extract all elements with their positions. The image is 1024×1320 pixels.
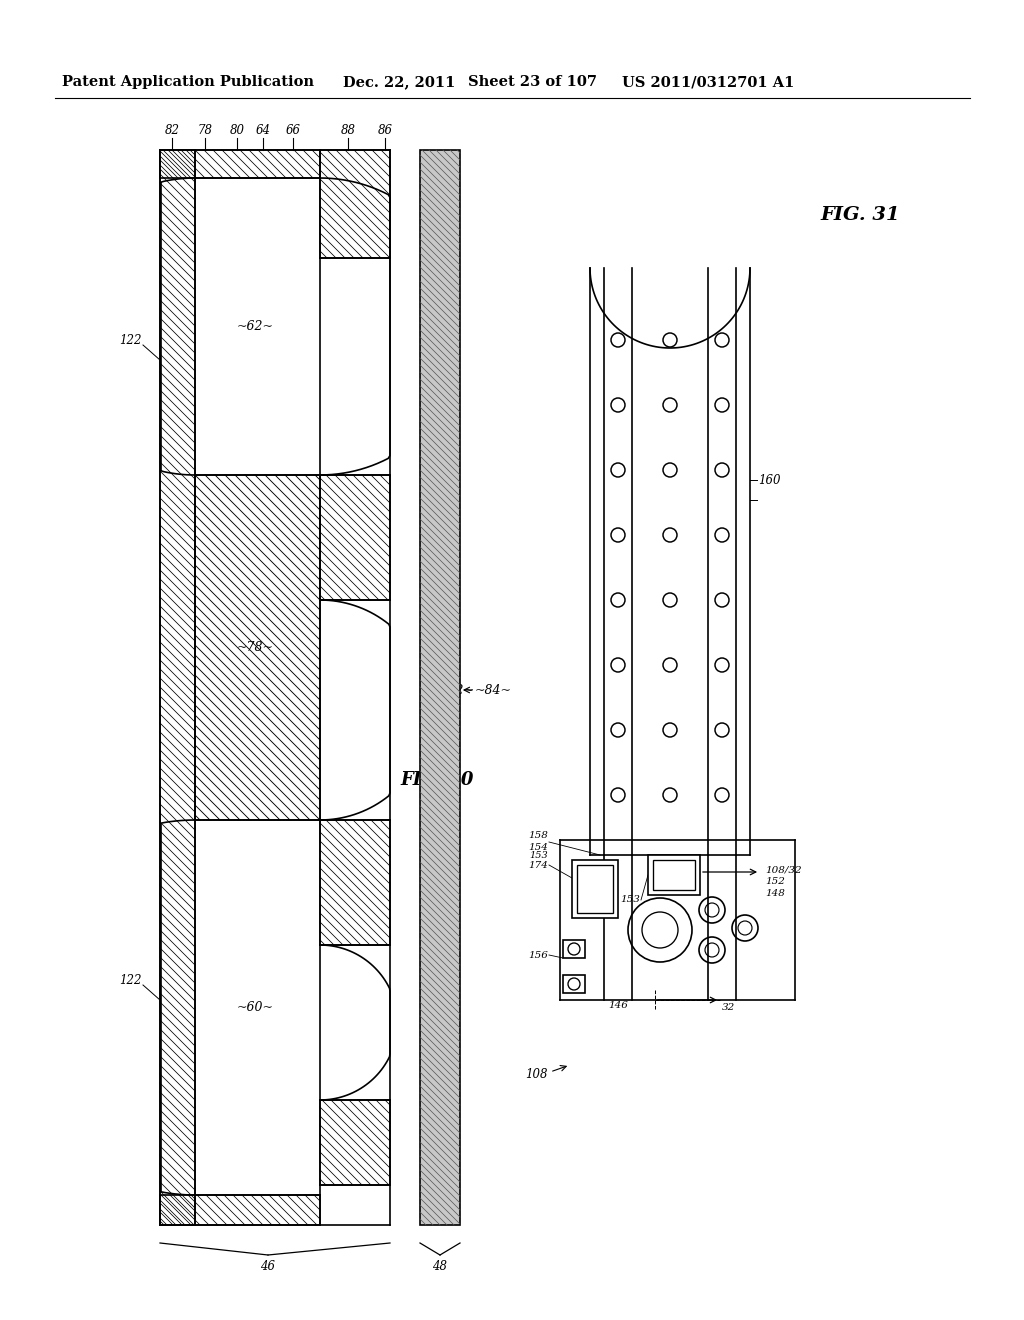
Text: Dec. 22, 2011: Dec. 22, 2011 <box>343 75 456 88</box>
Text: 158: 158 <box>528 832 548 841</box>
Text: 146: 146 <box>608 1001 628 1010</box>
Text: 108/32: 108/32 <box>765 866 802 874</box>
Text: 156: 156 <box>528 950 548 960</box>
Bar <box>420 150 460 1225</box>
Text: FIG. 31: FIG. 31 <box>820 206 900 224</box>
Bar <box>195 475 319 820</box>
Text: US 2011/0312701 A1: US 2011/0312701 A1 <box>622 75 795 88</box>
Bar <box>319 820 390 945</box>
Bar <box>563 975 585 993</box>
Text: 46: 46 <box>260 1261 275 1274</box>
Bar <box>572 861 618 917</box>
Text: ~78~: ~78~ <box>237 642 273 653</box>
Bar <box>577 865 613 913</box>
Text: 66: 66 <box>286 124 300 136</box>
Text: 153: 153 <box>529 850 548 859</box>
Bar <box>160 1195 319 1225</box>
Text: 64: 64 <box>256 124 270 136</box>
Text: 88: 88 <box>341 124 355 136</box>
Text: 152: 152 <box>765 878 784 887</box>
Text: ~212~: ~212~ <box>430 684 475 697</box>
Text: 153: 153 <box>621 895 640 904</box>
Text: 86: 86 <box>378 124 392 136</box>
Bar <box>160 150 319 178</box>
Text: 32: 32 <box>722 1002 735 1011</box>
Bar <box>319 1100 390 1185</box>
Text: 122: 122 <box>120 334 142 346</box>
Text: Patent Application Publication: Patent Application Publication <box>62 75 314 88</box>
Text: 154: 154 <box>528 843 548 853</box>
Text: ~62~: ~62~ <box>237 319 273 333</box>
Text: 78: 78 <box>198 124 213 136</box>
Text: FIG. 30: FIG. 30 <box>400 771 473 789</box>
Bar <box>319 150 390 257</box>
Text: 108: 108 <box>525 1068 548 1081</box>
Text: 80: 80 <box>229 124 245 136</box>
Bar <box>648 855 700 895</box>
Bar <box>653 861 695 890</box>
Text: 82: 82 <box>165 124 179 136</box>
Text: 48: 48 <box>432 1261 447 1274</box>
Text: 160: 160 <box>758 474 780 487</box>
Text: 148: 148 <box>765 890 784 899</box>
Bar <box>160 150 195 1225</box>
Text: 174: 174 <box>528 861 548 870</box>
Text: ~84~: ~84~ <box>475 684 512 697</box>
Bar <box>563 940 585 958</box>
Text: 122: 122 <box>120 974 142 986</box>
Text: Sheet 23 of 107: Sheet 23 of 107 <box>468 75 597 88</box>
Bar <box>319 475 390 601</box>
Text: ~60~: ~60~ <box>237 1001 273 1014</box>
